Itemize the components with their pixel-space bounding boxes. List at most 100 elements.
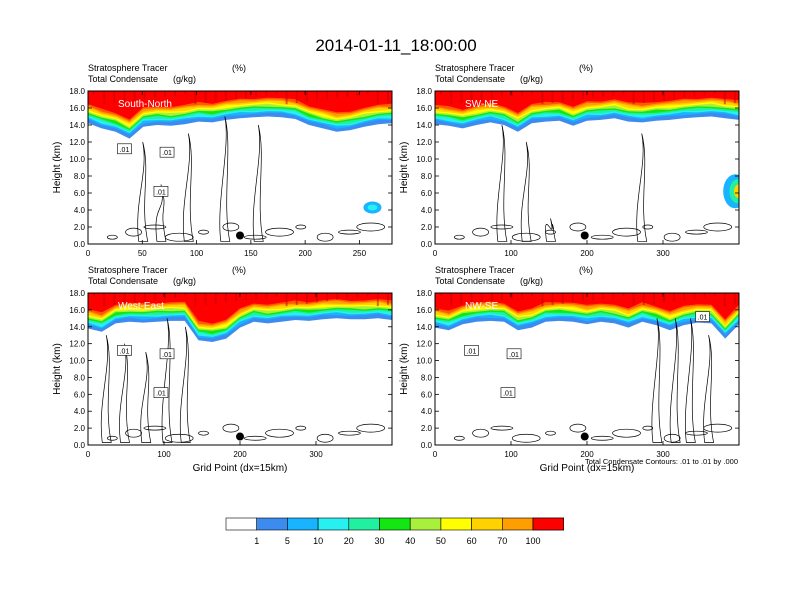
tracer-spike [103, 91, 106, 105]
tracer-spike [511, 293, 513, 299]
colorbar-swatch [532, 517, 565, 531]
plot-area: .01 .01 .01 West-East [88, 293, 392, 445]
condensate-contour [453, 234, 465, 240]
location-marker [580, 432, 589, 441]
tracer-spike [602, 293, 605, 299]
tracer-spike [713, 293, 716, 297]
tracer-spike [642, 91, 645, 103]
condensate-contour [164, 433, 194, 443]
panel-label: West-East [118, 301, 164, 312]
tracer-spike [275, 91, 278, 95]
tracer-spike [164, 91, 166, 97]
tracer-spike [693, 293, 696, 299]
condensate-column [636, 133, 648, 242]
tracer-spike [295, 293, 298, 305]
tracer-spike [174, 91, 177, 96]
condensate-column [545, 218, 556, 242]
tracer-spike [376, 293, 379, 307]
tracer-spike [632, 293, 635, 307]
x-tick-label: 200 [580, 249, 594, 258]
tracer-spike [346, 293, 349, 299]
tracer-spike [245, 91, 248, 99]
tracer-spike [541, 91, 544, 105]
tracer-spike [693, 91, 696, 97]
condensate-contour [642, 425, 654, 431]
y-axis-label: Height (km) [399, 142, 410, 194]
subtitle-tracer: Stratosphere Tracer [88, 63, 168, 73]
colorbar-swatch [471, 517, 503, 531]
tracer-spike [703, 91, 706, 96]
y-tick-label: 12.0 [69, 138, 85, 147]
contour-label: .01 [467, 348, 477, 355]
condensate-contour [316, 232, 334, 242]
tracer-spike [336, 293, 339, 301]
contour-label: .01 [162, 150, 172, 157]
tracer-spike [541, 293, 544, 307]
contour-label-box [506, 348, 522, 360]
condensate-contour [642, 224, 654, 230]
contour-label-box [159, 348, 175, 360]
tracer-spike [470, 91, 473, 102]
y-tick-label: 4.0 [421, 407, 433, 416]
tracer-spike [103, 293, 106, 307]
condensate-column [496, 124, 508, 242]
subtitle-condensate-units: (g/kg) [520, 276, 543, 286]
location-marker [580, 231, 589, 240]
colorbar-label: 5 [285, 536, 290, 546]
condensate-column [140, 352, 152, 443]
tracer-spike [255, 293, 258, 299]
tracer-spike [531, 91, 534, 95]
tracer-spike [224, 91, 227, 101]
y-tick-label: 10.0 [416, 357, 432, 366]
tracer-spike [275, 293, 278, 297]
tracer-spike [733, 91, 736, 103]
tracer-spike [326, 293, 329, 302]
panel-3: Stratosphere Tracer (%) Total Condensate (g… [399, 265, 740, 474]
tracer-spike [632, 91, 635, 105]
tracer-spike [184, 293, 187, 297]
subtitle-condensate: Total Condensate [435, 74, 505, 84]
tracer-blob [367, 204, 378, 211]
subtitle-condensate: Total Condensate [88, 276, 158, 286]
tracer-spike [376, 91, 379, 105]
tracer-spike [113, 293, 116, 305]
colorbar-swatch [348, 517, 380, 531]
tracer-spike [295, 91, 298, 103]
y-tick-label: 6.0 [421, 390, 433, 399]
tracer-spike [366, 91, 369, 95]
condensate-contour [663, 232, 681, 242]
y-tick-label: 8.0 [421, 373, 433, 382]
condensate-contour [472, 428, 489, 438]
tracer-spike [440, 293, 443, 297]
y-axis-label: Height (km) [52, 142, 63, 194]
contour-label: .01 [156, 391, 166, 398]
subtitle-condensate-units: (g/kg) [173, 276, 196, 286]
condensate-column [703, 335, 715, 443]
tracer-spike [326, 91, 329, 100]
subtitle-tracer-units: (%) [232, 265, 246, 275]
y-tick-label: 12.0 [416, 340, 432, 349]
x-tick-label: 100 [157, 450, 171, 459]
y-tick-label: 14.0 [69, 121, 85, 130]
tracer-spike [460, 91, 463, 103]
tracer-spike [581, 91, 584, 100]
x-tick-label: 200 [580, 450, 594, 459]
tracer-spike [683, 293, 686, 301]
tracer-spike [305, 293, 308, 304]
condensate-contour [685, 229, 708, 235]
colorbar-swatch [256, 517, 288, 531]
tracer-spike [663, 293, 665, 303]
x-tick-label: 200 [233, 450, 247, 459]
subtitle-tracer: Stratosphere Tracer [88, 265, 168, 275]
tracer-spike [602, 91, 605, 97]
tracer-spike [305, 91, 308, 102]
subtitle-tracer: Stratosphere Tracer [435, 63, 515, 73]
tracer-spike [366, 293, 369, 297]
tracer-spike [733, 293, 736, 305]
tracer-spike [470, 293, 473, 304]
tracer-spike [642, 293, 645, 305]
condensate-contour [338, 430, 361, 436]
subtitle-condensate: Total Condensate [435, 276, 505, 286]
condensate-column [100, 335, 112, 443]
